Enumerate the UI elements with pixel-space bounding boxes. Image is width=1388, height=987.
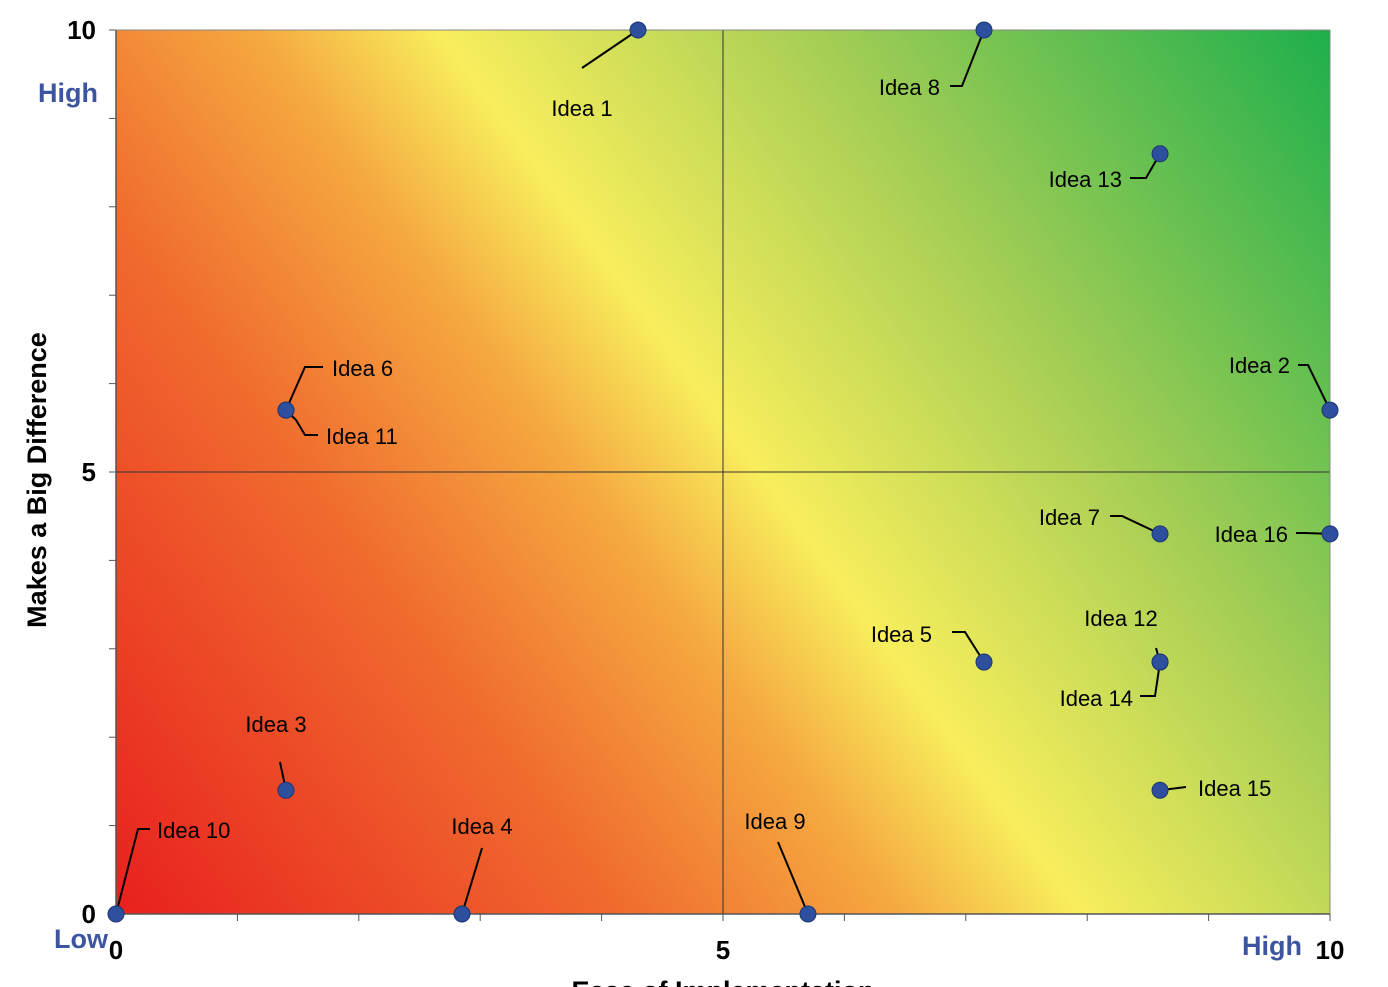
idea-14-label: Idea 14 (1060, 686, 1133, 711)
idea-4-label: Idea 4 (451, 814, 512, 839)
idea-2-point (1321, 401, 1339, 419)
idea-8-label: Idea 8 (879, 75, 940, 100)
x-tick-label: 5 (716, 935, 730, 965)
idea-6-leader (285, 366, 323, 411)
idea-1-point (629, 21, 647, 39)
data-points (107, 21, 1339, 923)
idea-5-point (975, 653, 993, 671)
y-axis-title: Makes a Big Difference (22, 332, 52, 628)
y-axis: 0 5 10 (67, 15, 117, 929)
idea-5-leader (952, 631, 985, 663)
x-low-label: Low (54, 924, 109, 954)
idea-13-point (1151, 145, 1169, 163)
idea-7-leader (1110, 515, 1161, 535)
idea-3-point (277, 781, 295, 799)
y-high-label: High (38, 78, 98, 108)
idea-13-leader (1130, 153, 1161, 179)
point-labels: Idea 1 Idea 2 Idea 3 Idea 4 Idea 5 Idea 6 Idea… (157, 75, 1290, 843)
x-axis-title: Ease of Implementation (571, 976, 874, 987)
idea-7-point (1151, 525, 1169, 543)
idea-10-label: Idea 10 (157, 818, 230, 843)
idea-10-leader (115, 828, 150, 915)
x-tick-label: 0 (109, 935, 123, 965)
idea-11-label: Idea 11 (326, 424, 398, 449)
idea-10-point (107, 905, 125, 923)
idea-5-label: Idea 5 (871, 622, 932, 647)
quadrant-lines (116, 30, 1330, 914)
idea-4-point (453, 905, 471, 923)
idea-16-label: Idea 16 (1215, 522, 1288, 547)
x-high-label: High (1242, 931, 1302, 961)
idea-15-point (1151, 781, 1169, 799)
x-axis: 0 5 10 (109, 29, 1345, 965)
y-tick-label: 5 (82, 457, 96, 487)
idea-13-label: Idea 13 (1049, 167, 1122, 192)
idea-2-leader (1298, 364, 1331, 411)
idea-9-label: Idea 9 (744, 809, 805, 834)
idea-4-leader (461, 847, 483, 915)
idea-8-leader (950, 29, 985, 87)
idea-2-label: Idea 2 (1229, 353, 1290, 378)
idea-16-point (1321, 525, 1339, 543)
y-tick-label: 0 (82, 899, 96, 929)
idea-9-leader (777, 841, 809, 915)
y-tick-label: 10 (67, 15, 96, 45)
idea-15-label: Idea 15 (1198, 776, 1271, 801)
idea-7-label: Idea 7 (1039, 505, 1100, 530)
idea-3-label: Idea 3 (245, 712, 306, 737)
idea-12-label: Idea 12 (1084, 606, 1157, 631)
x-tick-label: 10 (1316, 935, 1345, 965)
idea-9-point (799, 905, 817, 923)
idea-11-point (277, 401, 295, 419)
idea-14-point (1151, 653, 1169, 671)
idea-14-leader (1140, 661, 1162, 697)
idea-6-label: Idea 6 (332, 356, 393, 381)
idea-1-label: Idea 1 (551, 96, 612, 121)
idea-1-leader (581, 29, 639, 69)
idea-8-point (975, 21, 993, 39)
